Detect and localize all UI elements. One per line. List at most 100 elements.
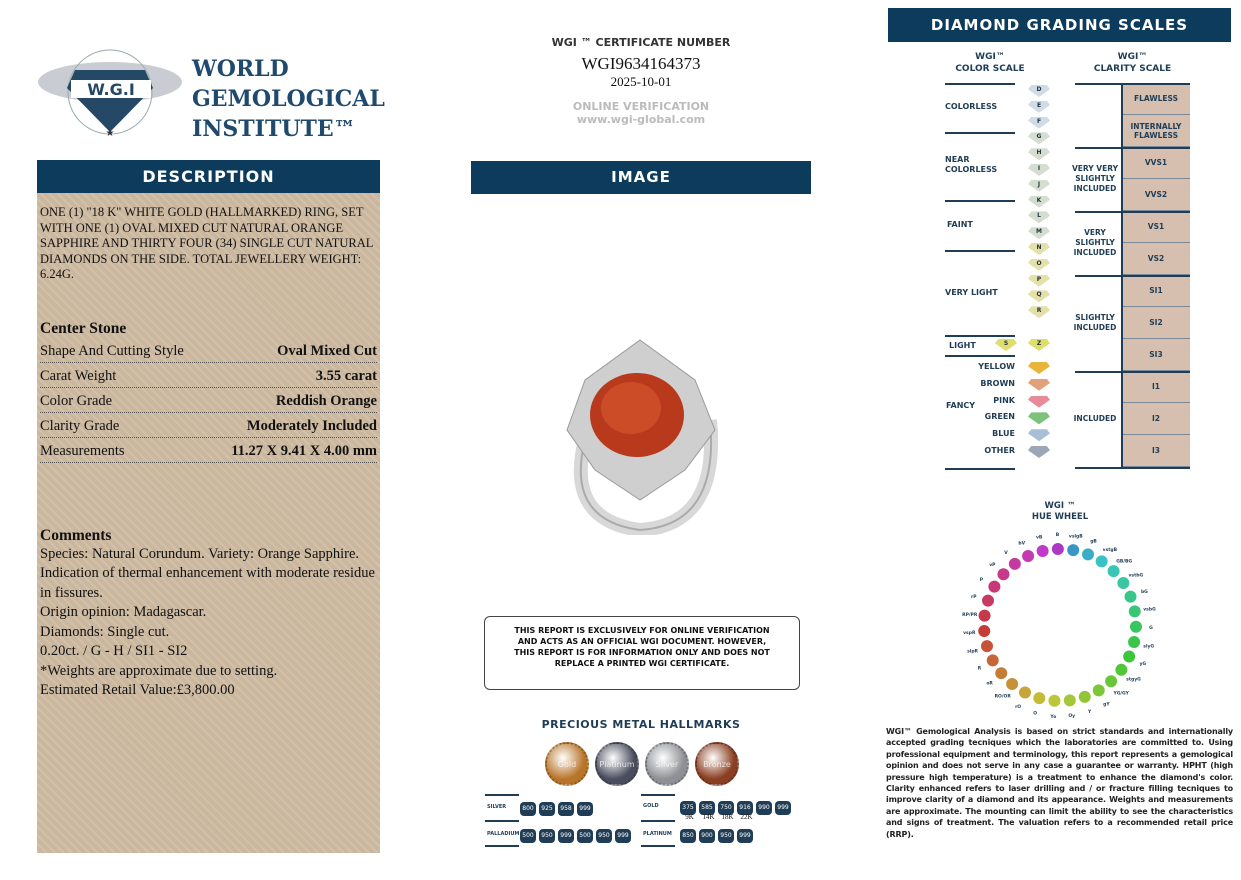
color-grade-gem: R [1028,306,1050,319]
hue-label: YG/GY [1112,690,1129,696]
divider [1075,211,1190,213]
hue-dot [1091,683,1106,698]
platinum-mark: 999 [737,829,753,843]
hue-dot [985,653,1000,668]
hue-label: RO/OR [995,694,1012,700]
footer-text: WGI™ Gemological Analysis is based on st… [886,727,1233,839]
online-verification-label: ONLINE VERIFICATION [572,100,710,113]
hue-dot [1127,604,1142,619]
clarity-grade: SI3 [1122,339,1190,371]
disclaimer-box: THIS REPORT IS EXCLUSIVELY FOR ONLINE VE… [484,616,800,690]
hue-dot [1066,543,1081,558]
hue-label: gB [1090,538,1097,544]
comment-line: Origin opinion: Madagascar. [40,604,207,620]
divider [945,200,1015,202]
hue-label: B [1056,532,1060,538]
hue-dot [1021,549,1036,564]
fancy-color-label: OTHER [984,446,1015,455]
spec-row: Shape And Cutting Style Oval Mixed Cut [40,338,377,363]
color-grade-gem: H [1028,148,1050,161]
divider [485,820,519,822]
hue-dot [1077,689,1092,704]
color-group-label: FAINT [947,220,973,229]
color-grade-gem: G [1028,132,1050,145]
comment-line: *Weights are approximate due to setting. [40,662,278,679]
svg-text:★: ★ [106,128,115,139]
verification-url[interactable]: www.wgi-global.com [576,113,706,126]
palladium-mark: 500 [577,829,593,843]
platinum-mark: 950 [718,829,734,843]
hue-label: O [1033,711,1037,717]
spec-value: Moderately Included [246,417,377,434]
clarity-scale-title2: CLARITY SCALE [1093,64,1172,74]
hue-dot [977,608,992,623]
gold-label: GOLD [643,803,659,809]
hue-dot [1050,542,1065,557]
hue-label: GB/BG [1116,558,1132,564]
palladium-label: PALLADIUM [487,831,520,837]
hue-dot [981,593,996,608]
color-grade-gem: Q [1028,290,1050,303]
color-scale-title1: WGI™ [975,52,1005,62]
silver-mark: 999 [577,802,593,816]
divider [945,250,1015,252]
color-grade-gem: P [1028,274,1050,287]
divider [641,820,675,822]
hue-label: yG [1139,661,1146,667]
silver-mark: 800 [520,802,536,816]
silver-mark: 925 [539,802,555,816]
gold-karat: 18K [721,813,734,821]
certificate-number: WGI9634164373 [581,54,701,73]
gold-mark: 750 [718,801,734,815]
hue-label: stgyG [1126,677,1141,683]
hallmark-coin: Silver [645,742,689,786]
divider [1075,371,1190,373]
hue-dot [1062,693,1077,708]
palladium-mark: 999 [615,829,631,843]
clarity-grade: VS2 [1122,243,1190,275]
color-grade-gem: J [1028,179,1050,192]
hue-dot [979,639,994,654]
spec-label: Carat Weight [40,367,117,384]
hue-dot [1106,564,1121,579]
divider [1075,275,1190,277]
clarity-grade: I1 [1122,371,1190,403]
clarity-grade: FLAWLESS [1122,83,1190,115]
hue-dot [996,567,1011,582]
fancy-color-gem [1028,412,1050,425]
clarity-group-label [1070,85,1120,145]
spec-row: Carat Weight 3.55 carat [40,363,377,388]
palladium-mark: 999 [558,829,574,843]
divider [641,794,675,796]
comments-title: Comments [40,526,112,544]
description-panel: ONE (1) "18 K" WHITE GOLD (HALLMARKED) R… [37,193,380,853]
comment-line: Diamonds: Single cut. [40,623,170,640]
hue-label: Yo [1049,714,1056,720]
fancy-color-gem [1028,362,1050,374]
hue-dot [1114,662,1129,677]
clarity-group-label: INCLUDED [1070,373,1120,465]
hue-label: RP/PR [962,612,978,618]
gold-mark: 585 [699,801,715,815]
spec-value: 3.55 carat [315,367,377,384]
divider [945,468,1015,470]
clarity-scale-title1: WGI™ [1117,52,1148,62]
color-grade-gem: O [1028,258,1050,271]
hue-dot [1005,677,1020,692]
divider [945,132,1015,134]
divider [485,845,519,847]
color-group-label: FANCY [946,401,976,410]
divider [945,83,1015,85]
clarity-grade: I3 [1122,435,1190,467]
silver-mark: 958 [558,802,574,816]
hue-dot [1094,554,1109,569]
color-group-label: COLORLESS [945,102,998,111]
org-name-line2: GEMOLOGICAL [192,86,385,112]
certificate-label: WGI ™ CERTIFICATE NUMBER [551,36,731,49]
gold-karat: 9K [685,813,694,821]
clarity-group-label: SLIGHTLY INCLUDED [1070,277,1120,369]
gold-karat: 22K [740,813,753,821]
platinum-label: PLATINUM [643,831,672,837]
comment-line: Indication of thermal enhancement with m… [40,565,375,601]
hue-dot [977,623,992,638]
